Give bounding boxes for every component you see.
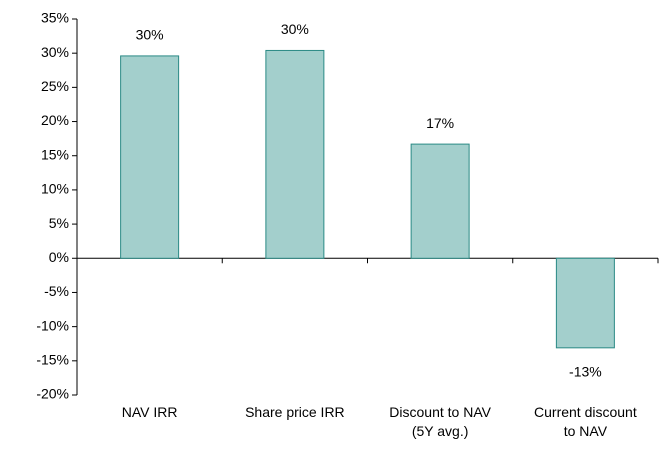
data-label: -13% <box>569 364 602 380</box>
y-tick-label: -15% <box>36 352 69 368</box>
data-label: 30% <box>281 21 309 37</box>
y-tick-label: 35% <box>41 10 69 26</box>
x-tick-label: Discount to NAV (5Y avg.) <box>389 404 491 439</box>
y-tick-label: 10% <box>41 181 69 197</box>
y-tick-label: -5% <box>44 283 69 299</box>
x-tick-label: Share price IRR <box>245 404 345 420</box>
y-tick-label: 30% <box>41 44 69 60</box>
y-tick-label: 25% <box>41 78 69 94</box>
y-tick-label: 5% <box>49 215 69 231</box>
x-tick-label: Current discount to NAV <box>534 404 637 439</box>
y-tick-label: 0% <box>49 249 69 265</box>
y-tick-label: -10% <box>36 317 69 333</box>
y-tick-label: -20% <box>36 386 69 402</box>
bar <box>410 143 470 259</box>
data-label: 17% <box>426 115 454 131</box>
bar <box>265 49 325 259</box>
y-tick-label: 20% <box>41 112 69 128</box>
y-tick-label: 15% <box>41 146 69 162</box>
bar <box>120 55 180 259</box>
bar <box>555 257 615 349</box>
x-tick-label: NAV IRR <box>122 404 178 420</box>
data-label: 30% <box>136 27 164 43</box>
